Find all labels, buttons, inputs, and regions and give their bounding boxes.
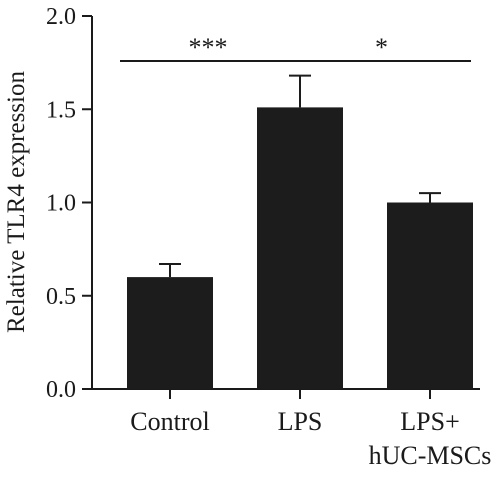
y-tick-label: 1.5 bbox=[46, 97, 76, 123]
y-tick-label: 0.0 bbox=[46, 377, 76, 403]
y-ticks: 0.0 0.5 1.0 1.5 2.0 bbox=[46, 4, 92, 403]
y-tick-label: 1.0 bbox=[46, 191, 76, 217]
x-category-label: LPS+ bbox=[400, 407, 459, 436]
bar bbox=[387, 202, 473, 389]
y-axis-title: Relative TLR4 expression bbox=[3, 71, 30, 333]
bars bbox=[127, 107, 473, 389]
significance-label: * bbox=[375, 33, 388, 62]
y-axis: 0.0 0.5 1.0 1.5 2.0 bbox=[46, 4, 93, 403]
x-category-label: LPS bbox=[278, 407, 323, 436]
x-category-label: hUC-MSCs bbox=[369, 441, 492, 470]
bar bbox=[127, 277, 213, 389]
significance-brackets: *** * bbox=[120, 33, 471, 62]
x-category-label: Control bbox=[130, 407, 209, 436]
bar bbox=[257, 107, 343, 389]
x-axis bbox=[92, 388, 480, 399]
significance-label: *** bbox=[189, 33, 228, 62]
x-labels: Control LPS LPS+ hUC-MSCs bbox=[130, 407, 491, 470]
error-bars bbox=[159, 74, 441, 278]
y-tick-label: 2.0 bbox=[46, 4, 76, 30]
y-tick-label: 0.5 bbox=[46, 284, 76, 310]
